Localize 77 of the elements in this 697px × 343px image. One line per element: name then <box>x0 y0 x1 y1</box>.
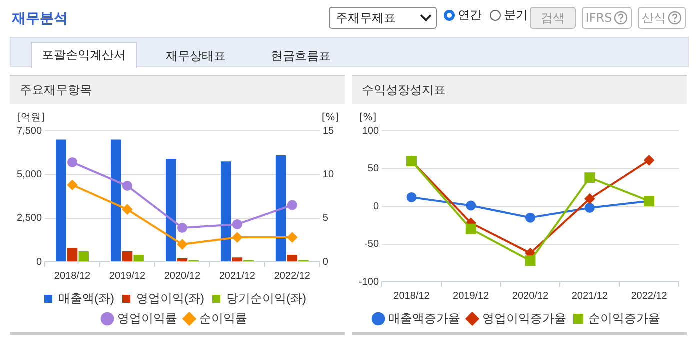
text: 검색 <box>530 7 576 29</box>
point <box>287 232 298 243</box>
x-tick-label: 2019/12 <box>109 270 146 282</box>
point <box>232 232 242 243</box>
point <box>287 200 298 210</box>
legend-label: 영업이익률 <box>118 311 178 326</box>
bar <box>134 255 144 262</box>
text: 재무분석 <box>12 10 68 28</box>
y-tick-label: -100 <box>359 276 380 288</box>
point <box>177 240 188 250</box>
text: IFRS <box>586 11 612 25</box>
text: 산식 <box>642 10 666 26</box>
text: 분기 <box>504 7 528 24</box>
y2-tick-label: 0 <box>322 256 329 268</box>
bar <box>56 140 66 262</box>
text: 재무상태표 <box>165 48 227 65</box>
bar <box>67 248 78 262</box>
bar <box>287 255 298 262</box>
bar <box>276 155 286 262</box>
chart-title: 주요재무항목 <box>10 75 345 104</box>
legend-label: 영업이익증가율 <box>482 311 566 326</box>
point <box>406 192 417 202</box>
x-tick-label: 2018/12 <box>394 290 430 302</box>
y-tick-label: 0 <box>373 201 380 212</box>
y-tick-label: 0 <box>36 256 42 268</box>
y-tick-label: 50 <box>368 164 380 174</box>
point <box>122 181 132 192</box>
y-tick-label: 2,500 <box>16 213 42 224</box>
text: 현금흐름표 <box>270 48 332 65</box>
x-tick-label: 2021/12 <box>572 290 608 302</box>
bar <box>232 258 243 262</box>
legend-label: 매출액증가율 <box>388 311 460 326</box>
x-tick-label: 2020/12 <box>512 290 550 302</box>
chart-title: 수익성장성지표 <box>352 75 687 104</box>
point <box>68 157 78 168</box>
x-tick-label: 2021/12 <box>219 270 256 282</box>
point <box>122 204 132 215</box>
y-axis-title: [억원] <box>17 112 46 124</box>
y-axis-title: [%] <box>359 112 377 124</box>
legend-label: 당기순이익(좌) <box>226 291 306 306</box>
legend-label: 영업이익(좌) <box>136 291 205 306</box>
bar <box>220 162 232 262</box>
y-tick-label: 100 <box>362 126 380 137</box>
point <box>584 203 595 214</box>
point <box>466 224 476 234</box>
text: 포괄손익계산서 <box>31 42 137 68</box>
point <box>584 194 595 204</box>
x-tick-label: 2018/12 <box>54 270 92 282</box>
y2-tick-label: 5 <box>322 213 329 224</box>
bar <box>177 258 188 262</box>
y2-tick-label: 10 <box>322 169 334 180</box>
point <box>68 180 78 190</box>
x-tick-label: 2022/12 <box>274 270 311 282</box>
y-tick-label: -50 <box>364 239 380 250</box>
bar <box>78 252 89 262</box>
point <box>526 212 536 223</box>
x-tick-label: 2020/12 <box>164 270 201 282</box>
point <box>177 222 188 233</box>
point <box>644 155 654 166</box>
bar <box>111 140 122 262</box>
point <box>525 256 536 266</box>
point <box>466 200 476 211</box>
bar <box>166 158 176 262</box>
legend-label: 순이익증가율 <box>588 311 660 326</box>
legend-label: 순이익률 <box>200 311 248 326</box>
point <box>232 219 242 230</box>
x-tick-label: 2022/12 <box>631 290 668 302</box>
text: 주재무제표 <box>336 10 396 26</box>
point <box>584 172 596 184</box>
y2-tick-label: 15 <box>322 126 334 137</box>
y2-axis-title: [%] <box>322 112 340 124</box>
x-tick-label: 2019/12 <box>453 290 490 302</box>
text: 연간 <box>458 7 482 24</box>
y-tick-label: 5,000 <box>16 169 42 180</box>
legend-label: 매출액(좌) <box>58 291 115 306</box>
y-tick-label: 7,500 <box>16 126 42 137</box>
bar <box>122 252 133 262</box>
